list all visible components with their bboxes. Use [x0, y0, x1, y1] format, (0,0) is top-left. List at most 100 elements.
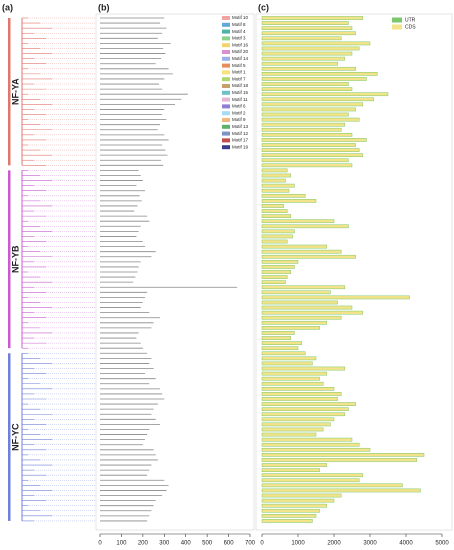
- gene-length: [261, 468, 320, 472]
- gene-length: [261, 112, 349, 117]
- gene-length: [261, 493, 342, 498]
- clade-label: NF-YB: [10, 245, 20, 273]
- gene-length: [261, 331, 295, 335]
- gene-length: [261, 41, 371, 46]
- legend-label: Motif 14: [232, 56, 249, 61]
- x-tick-label: 0: [260, 541, 264, 547]
- legend-label: Motif 10: [232, 15, 249, 20]
- gene-length: [261, 16, 364, 20]
- clade-bar: [8, 170, 11, 349]
- gene-length: [261, 219, 335, 224]
- gene-length: [261, 173, 292, 178]
- x-tick-label: 700: [245, 541, 256, 547]
- x-tick-label: 500: [202, 541, 213, 547]
- legend-swatch: [222, 63, 230, 68]
- x-tick-label: 400: [181, 541, 192, 547]
- panel-label: (b): [98, 2, 110, 12]
- gene-length: [261, 61, 338, 66]
- gene-length: [261, 473, 364, 478]
- gene-length: [261, 254, 356, 259]
- legend-swatch: [222, 131, 230, 136]
- gene-length: [261, 21, 349, 25]
- legend-swatch: [222, 50, 230, 54]
- legend-swatch: [392, 24, 402, 30]
- legend-swatch: [222, 43, 230, 48]
- gene-length: [261, 183, 295, 188]
- x-tick-label: 5000: [435, 541, 449, 547]
- legend-swatch: [222, 124, 230, 129]
- gene-length: [261, 224, 349, 229]
- legend-swatch: [392, 17, 402, 23]
- legend-label: Motif 16: [232, 42, 249, 47]
- gene-length: [261, 72, 378, 76]
- gene-length: [261, 143, 356, 147]
- gene-length: [261, 259, 299, 264]
- legend-label: Motif 17: [232, 138, 249, 143]
- gene-length: [261, 447, 371, 452]
- gene-length: [261, 102, 364, 107]
- x-tick-label: 4000: [399, 541, 413, 547]
- gene-length: [261, 376, 320, 381]
- legend-label: Motif 8: [232, 22, 246, 27]
- gene-length: [261, 381, 324, 386]
- gene-length: [261, 97, 374, 102]
- legend-swatch: [222, 97, 230, 102]
- legend-label: Motif 3: [232, 36, 246, 41]
- gene-length: [261, 178, 286, 183]
- gene-length: [261, 229, 295, 234]
- gene-length: [261, 300, 338, 305]
- legend-label: Motif 18: [232, 83, 249, 88]
- gene-length: [261, 209, 288, 213]
- gene-length: [261, 503, 328, 508]
- clade-bar: [8, 353, 11, 521]
- legend-label: Motif 11: [232, 97, 248, 102]
- gene-length: [261, 77, 367, 81]
- gene-length: [261, 519, 313, 523]
- gene-length: [261, 285, 346, 290]
- gene-length: [261, 46, 360, 51]
- gene-length: [261, 148, 360, 152]
- gene-length: [261, 336, 292, 340]
- gene-length: [261, 92, 389, 97]
- x-tick-label: 300: [159, 541, 170, 547]
- x-tick-label: 1000: [291, 541, 305, 547]
- legend-swatch: [222, 36, 230, 41]
- gene-length: [261, 341, 302, 345]
- gene-length: [261, 204, 284, 208]
- gene-length: [261, 422, 331, 427]
- gene-length: [261, 412, 346, 417]
- gene-length: [261, 87, 353, 91]
- gene-length: [261, 315, 342, 320]
- legend-swatch: [222, 56, 230, 61]
- gene-length: [261, 320, 328, 325]
- panel-label: (c): [258, 2, 269, 12]
- gene-length: [261, 310, 364, 315]
- legend-label: Motif 20: [232, 49, 249, 54]
- gene-length: [261, 158, 349, 163]
- gene-length: [261, 397, 338, 401]
- legend-swatch: [222, 138, 230, 143]
- legend-swatch: [222, 90, 230, 95]
- gene-length: [261, 432, 317, 437]
- gene-length: [261, 244, 328, 249]
- gene-length: [261, 498, 335, 503]
- legend-label: Motif 5: [232, 63, 246, 68]
- gene-length: [261, 280, 286, 285]
- legend-label: Motif 19: [232, 144, 249, 149]
- gene-length: [261, 107, 356, 112]
- gene-length: [261, 402, 356, 406]
- legend-swatch: [222, 29, 230, 34]
- x-tick-label: 100: [116, 541, 127, 547]
- legend-label: Motif 15: [232, 90, 249, 95]
- gene-length: [261, 239, 288, 244]
- legend-swatch: [222, 70, 230, 75]
- gene-length: [261, 386, 335, 391]
- gene-length: [261, 371, 328, 376]
- x-tick-label: 3000: [363, 541, 377, 547]
- gene-length: [261, 117, 360, 122]
- gene-length: [261, 168, 288, 173]
- x-tick-label: 2000: [327, 541, 341, 547]
- panel-label: (a): [2, 2, 13, 12]
- gene-length: [261, 188, 290, 193]
